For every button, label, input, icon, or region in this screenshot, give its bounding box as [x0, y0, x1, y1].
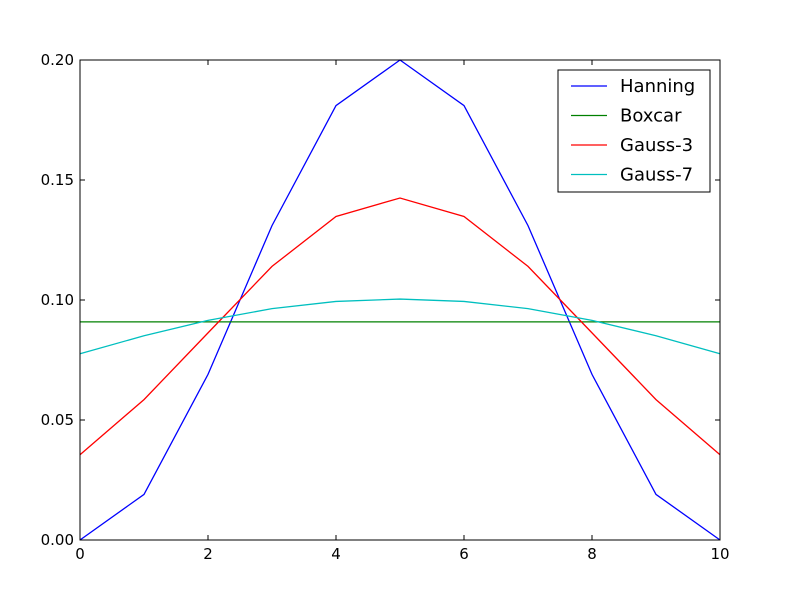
- y-tick-label: 0.00: [41, 531, 74, 549]
- y-tick-label: 0.05: [41, 411, 74, 429]
- x-tick-label: 0: [75, 545, 85, 563]
- x-tick-label: 10: [710, 545, 729, 563]
- x-tick-label: 4: [331, 545, 341, 563]
- legend-label: Gauss-3: [620, 135, 693, 156]
- y-tick-label: 0.20: [41, 51, 74, 69]
- x-tick-label: 8: [587, 545, 597, 563]
- legend-label: Boxcar: [620, 106, 682, 127]
- legend-label: Gauss-7: [620, 165, 693, 186]
- legend-label: Hanning: [620, 76, 695, 97]
- x-tick-label: 6: [459, 545, 469, 563]
- series-line-gauss-7: [79, 298, 721, 355]
- x-tick-label: 2: [203, 545, 213, 563]
- y-tick-label: 0.10: [41, 291, 74, 309]
- legend: Hanning Boxcar Gauss-3 Gauss-7: [557, 69, 711, 193]
- legend-box: [557, 69, 711, 193]
- y-tick-label: 0.15: [41, 171, 74, 189]
- series-line-gauss-3: [79, 197, 721, 456]
- plot-frame: [79, 59, 721, 541]
